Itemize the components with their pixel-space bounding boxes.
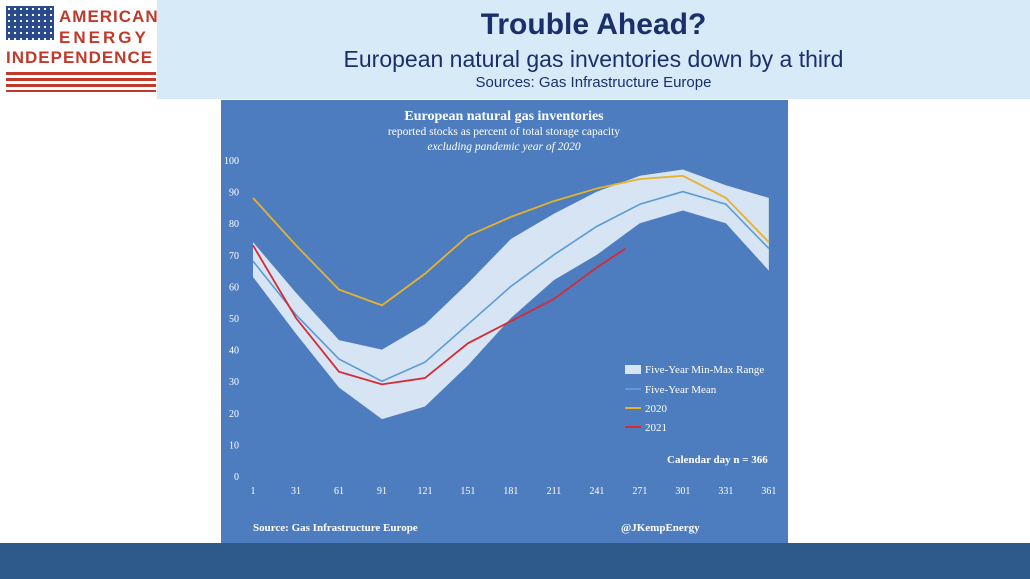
x-tick-label: 331: [718, 486, 733, 497]
plot-area: [252, 169, 770, 420]
x-tick-label: 181: [503, 486, 518, 497]
logo: AMERICAN ENERGY INDEPENDENCE: [6, 6, 159, 94]
x-tick-label: 361: [761, 486, 776, 497]
chart-svg: European natural gas inventories reporte…: [224, 109, 777, 534]
chart-subtitle: reported stocks as percent of total stor…: [388, 126, 620, 138]
calendar-note: Calendar day n = 366: [667, 454, 768, 466]
y-axis: 0 10 20 30 40 50 60 70 80 90 100: [224, 156, 239, 483]
logo-word-1: AMERICAN: [59, 7, 159, 26]
x-tick-label: 1: [251, 486, 256, 497]
chart-title: European natural gas inventories: [404, 109, 604, 124]
x-tick-label: 31: [291, 486, 301, 497]
y-tick-label: 90: [229, 188, 239, 199]
line-2020: [252, 174, 770, 307]
chart-panel: European natural gas inventories reporte…: [221, 100, 788, 544]
x-tick-label: 61: [334, 486, 344, 497]
y-tick-label: 40: [229, 346, 239, 357]
x-tick-label: 91: [377, 486, 387, 497]
legend-label-2020: 2020: [645, 403, 668, 415]
line-2021: [252, 244, 627, 386]
legend-label-mean: Five-Year Mean: [645, 384, 717, 396]
page-subtitle: European natural gas inventories down by…: [343, 46, 844, 72]
x-tick-label: 211: [547, 486, 562, 497]
footer-bar: [0, 543, 1030, 579]
x-axis: 1 31 61 91 121 151 181 211 241 271 301 331 361: [251, 486, 777, 497]
page-sources: Sources: Gas Infrastructure Europe: [475, 74, 712, 91]
x-tick-label: 151: [460, 486, 475, 497]
logo-word-3: INDEPENDENCE: [6, 48, 154, 67]
header: AMERICAN ENERGY INDEPENDENCE Trouble Ahe…: [0, 0, 1030, 100]
y-tick-label: 70: [229, 251, 239, 262]
legend: Five-Year Min-Max Range Five-Year Mean 2…: [625, 364, 764, 434]
y-tick-label: 10: [229, 440, 239, 451]
logo-stripes: [6, 72, 156, 92]
y-tick-label: 80: [229, 219, 239, 230]
y-tick-label: 60: [229, 282, 239, 293]
legend-swatch-range: [625, 365, 641, 374]
logo-word-2: ENERGY: [59, 28, 149, 47]
legend-label-range: Five-Year Min-Max Range: [645, 364, 764, 376]
x-tick-label: 241: [589, 486, 604, 497]
chart-subtitle-2: excluding pandemic year of 2020: [427, 141, 581, 153]
x-tick-label: 301: [675, 486, 690, 497]
y-tick-label: 100: [224, 156, 239, 167]
handle-note: @JKempEnergy: [621, 522, 700, 534]
y-tick-label: 30: [229, 377, 239, 388]
y-tick-label: 50: [229, 314, 239, 325]
y-tick-label: 0: [234, 472, 239, 483]
five-year-mean-line: [252, 190, 770, 383]
flag-icon: [6, 6, 54, 40]
legend-label-2021: 2021: [645, 422, 667, 434]
page-title: Trouble Ahead?: [480, 8, 707, 41]
source-note: Source: Gas Infrastructure Europe: [253, 522, 418, 534]
title-band: [157, 0, 1030, 99]
y-tick-label: 20: [229, 409, 239, 420]
min-max-range-band: [253, 169, 769, 420]
x-tick-label: 271: [632, 486, 647, 497]
x-tick-label: 121: [417, 486, 432, 497]
